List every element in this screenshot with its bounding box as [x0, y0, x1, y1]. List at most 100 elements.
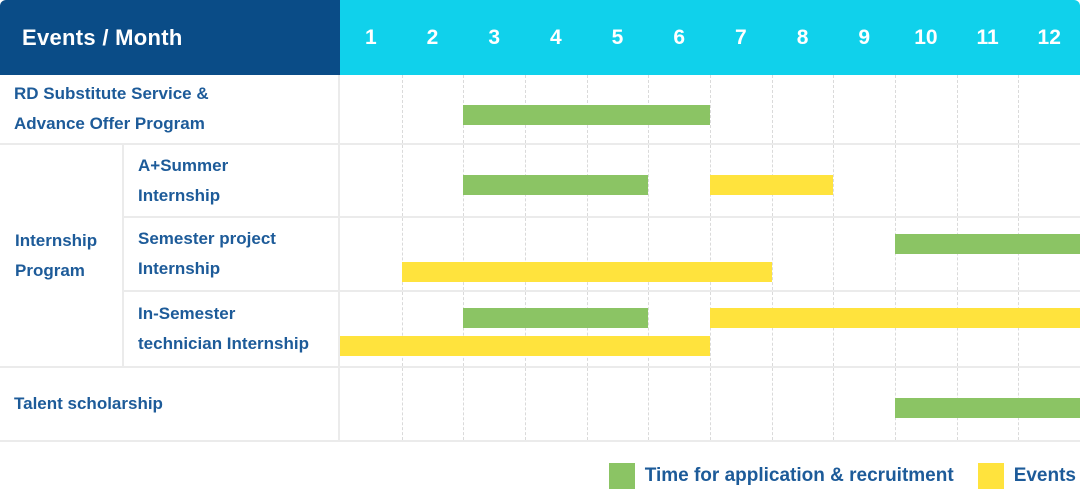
legend-label: Time for application & recruitment: [644, 465, 954, 486]
gantt-bar-events: [710, 308, 1080, 328]
month-gridline: [956, 145, 958, 216]
month-gridline: [710, 368, 711, 440]
month-gridline: [710, 218, 711, 290]
month-gridline: [895, 218, 896, 290]
month-gridline: [463, 218, 465, 290]
month-gridline: [648, 292, 650, 366]
table-row: Semester project Internship: [124, 218, 1080, 292]
month-gridline: [833, 292, 835, 366]
gantt-bar-application: [895, 398, 1080, 418]
row-label-rd-substitute: RD Substitute Service & Advance Offer Pr…: [0, 75, 340, 143]
chart-row-rd-substitute: [340, 75, 1080, 143]
month-label: 4: [550, 25, 562, 49]
row-label-line: Internship: [138, 259, 221, 278]
legend-swatch-application: [608, 463, 635, 489]
month-gridline: [648, 218, 650, 290]
month-gridline: [401, 75, 403, 143]
month-gridline: [586, 292, 588, 366]
chart-row-in-semester: [340, 292, 1080, 366]
gantt-bar-application: [463, 175, 649, 195]
row-label-line: Talent scholarship: [14, 394, 163, 414]
gantt-bar-events: [710, 175, 834, 195]
chart-row-talent-scholarship: [340, 368, 1080, 440]
month-gridline: [771, 75, 773, 143]
group-label-line: Internship: [15, 230, 98, 250]
month-gridline: [956, 75, 958, 143]
month-gridline: [648, 368, 650, 440]
month-gridline: [710, 292, 711, 366]
gantt-bar-application: [895, 234, 1080, 254]
row-label-line: Advance Offer Program: [14, 114, 205, 133]
month-label: 12: [1037, 25, 1061, 49]
month-gridline: [956, 292, 958, 366]
row-label-line: Internship: [138, 185, 221, 205]
month-gridline: [1018, 292, 1020, 366]
month-label: 3: [488, 25, 501, 49]
gantt-bar-events: [340, 336, 710, 356]
month-gridline: [833, 368, 835, 440]
month-gridline: [525, 368, 526, 440]
month-gridline: [648, 145, 650, 216]
month-label: 1: [364, 25, 377, 49]
month-gridline: [833, 145, 835, 216]
month-label: 2: [426, 25, 439, 49]
chart-row-a-plus-summer: [340, 145, 1080, 216]
month-gridline: [401, 292, 403, 366]
month-gridline: [401, 368, 403, 440]
month-gridline: [1018, 218, 1020, 290]
table-row: Talent scholarship: [0, 368, 1080, 442]
gantt-bar-events: [401, 262, 772, 282]
row-label-a-plus-summer: A+Summer Internship: [124, 145, 340, 216]
month-gridline: [771, 292, 773, 366]
month-gridline: [895, 75, 896, 143]
month-label: 9: [858, 25, 871, 49]
month-gridline: [956, 218, 958, 290]
month-gridline: [895, 145, 896, 216]
row-label-line: In-Semester: [138, 304, 236, 324]
legend-swatch-events: [977, 463, 1004, 489]
month-gridline: [586, 368, 588, 440]
legend: Time for application & recruitment Events: [0, 442, 1080, 489]
month-label: 11: [976, 25, 999, 49]
month-label: 6: [673, 25, 686, 49]
month-gridline: [586, 218, 588, 290]
month-gridline: [1018, 145, 1020, 216]
row-label-line: technician Internship: [138, 334, 309, 353]
month-gridline: [895, 292, 896, 366]
gantt-bar-application: [463, 105, 710, 125]
internship-program-group: Internship Program A+Summer Internship S…: [0, 145, 1080, 368]
table-row: In-Semester technician Internship: [124, 292, 1080, 366]
row-label-semester-project: Semester project Internship: [124, 218, 340, 290]
row-label-line: A+Summer: [138, 155, 229, 175]
legend-label: Events: [1013, 465, 1076, 486]
internship-sub-rows: A+Summer Internship Semester project Int…: [124, 145, 1080, 366]
events-month-header: Events / Month: [0, 0, 340, 75]
chart-row-semester-project: [340, 218, 1080, 290]
month-header-row: 1 2 3 4 5 6 7 8 9 10 11 12: [340, 0, 1080, 75]
month-gridline: [463, 368, 465, 440]
month-gridline: [525, 218, 526, 290]
month-gridline: [833, 75, 835, 143]
month-label: 8: [796, 25, 809, 49]
table-row: RD Substitute Service & Advance Offer Pr…: [0, 75, 1080, 145]
month-label: 7: [735, 25, 747, 49]
row-label-talent-scholarship: Talent scholarship: [0, 368, 340, 440]
month-gridline: [463, 292, 465, 366]
legend-item: Time for application & recruitment: [608, 463, 954, 489]
row-label-in-semester: In-Semester technician Internship: [124, 292, 340, 366]
row-label-line: RD Substitute Service &: [14, 84, 209, 104]
month-label: 5: [611, 25, 624, 49]
legend-item: Events: [977, 463, 1076, 489]
month-gridline: [525, 292, 526, 366]
month-gridline: [401, 145, 403, 216]
month-gridline: [1018, 75, 1020, 143]
month-gridline: [771, 368, 773, 440]
group-label-internship-program: Internship Program: [0, 145, 124, 366]
table-header-row: Events / Month 1 2 3 4 5 6 7 8 9 10 11 12: [0, 0, 1080, 75]
month-gridline: [401, 218, 403, 290]
group-label-line: Program: [15, 260, 85, 280]
month-gridline: [833, 218, 835, 290]
month-label: 10: [914, 25, 938, 49]
table-row: A+Summer Internship: [124, 145, 1080, 218]
